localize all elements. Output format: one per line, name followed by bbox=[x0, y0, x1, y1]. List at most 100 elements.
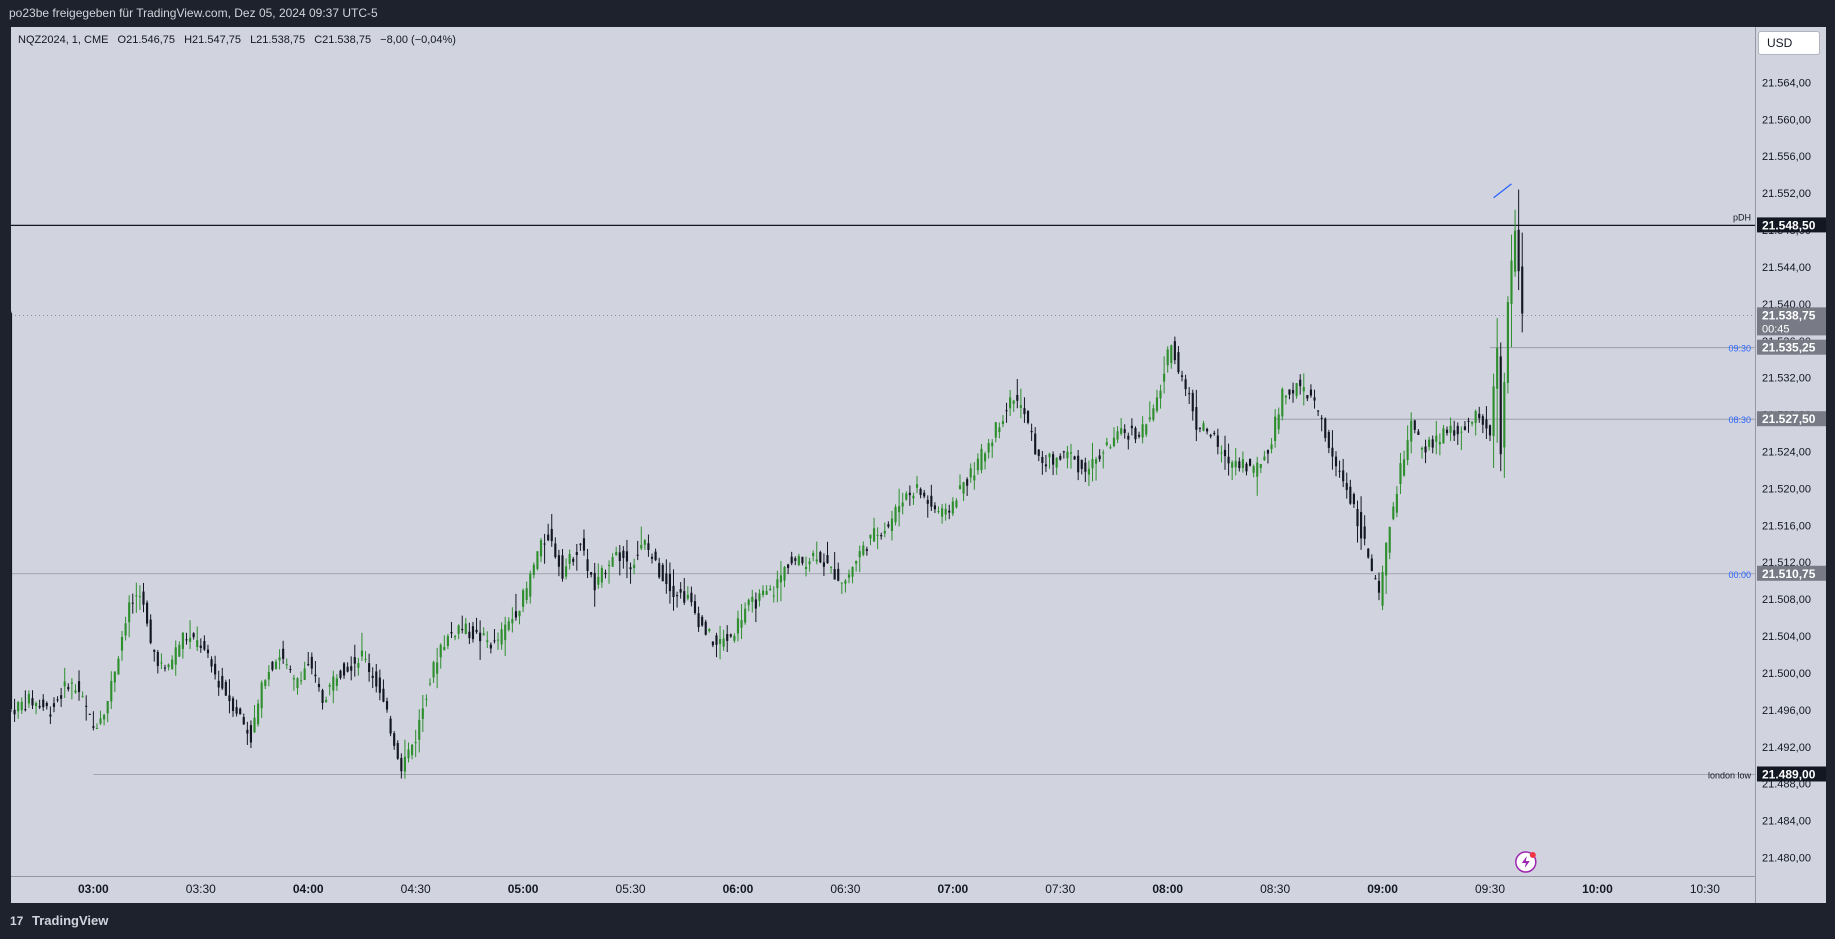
candle-body bbox=[1413, 420, 1416, 430]
candle-body bbox=[1374, 578, 1377, 580]
candle-body bbox=[103, 714, 106, 720]
price-tick-label: 21.556,00 bbox=[1762, 151, 1811, 163]
candle-body bbox=[1442, 428, 1445, 444]
candle-body bbox=[582, 538, 586, 551]
candle-body bbox=[894, 506, 897, 523]
candle-body bbox=[203, 641, 206, 650]
candle-body bbox=[385, 701, 389, 710]
candle-body bbox=[729, 634, 732, 637]
candle-body bbox=[1420, 447, 1424, 450]
time-tick-label: 07:30 bbox=[1045, 882, 1075, 896]
right-gutter bbox=[1826, 27, 1835, 903]
candle-body bbox=[1338, 470, 1341, 472]
candle-body bbox=[1513, 230, 1517, 272]
candle-body bbox=[120, 636, 124, 651]
candle-body bbox=[872, 528, 876, 542]
candle-body bbox=[557, 555, 560, 567]
candle-body bbox=[790, 556, 793, 564]
candle-body bbox=[1410, 420, 1413, 442]
candle-body bbox=[1334, 456, 1338, 467]
candle-body bbox=[20, 701, 23, 711]
candle-body bbox=[171, 659, 174, 670]
candle-body bbox=[267, 671, 270, 680]
candle-body bbox=[1449, 425, 1452, 433]
candle-body bbox=[1080, 459, 1083, 469]
candle-body bbox=[765, 590, 768, 595]
candle-body bbox=[1478, 413, 1481, 419]
candle-body bbox=[453, 636, 457, 638]
candle-body bbox=[1037, 449, 1040, 456]
notification-dot bbox=[1529, 852, 1536, 858]
candle-body bbox=[142, 591, 145, 605]
candle-body bbox=[668, 573, 671, 592]
candle-body bbox=[1041, 456, 1044, 464]
candle-body bbox=[1223, 449, 1227, 457]
candle-body bbox=[740, 620, 743, 628]
candle-body bbox=[590, 572, 593, 575]
price-tick-label: 21.560,00 bbox=[1762, 114, 1811, 126]
candle-body bbox=[837, 568, 840, 581]
price-tick-label: 21.516,00 bbox=[1762, 520, 1811, 532]
candle-body bbox=[167, 664, 170, 668]
candle-body bbox=[1327, 432, 1330, 448]
price-label-bg-0000-open bbox=[1757, 565, 1826, 581]
candle-body bbox=[1034, 433, 1037, 455]
candle-body bbox=[1463, 426, 1467, 430]
candle-body bbox=[257, 703, 260, 725]
candle-body bbox=[1370, 558, 1373, 571]
candle-body bbox=[271, 661, 274, 670]
candle-body bbox=[991, 442, 994, 447]
time-tick-label: 10:30 bbox=[1690, 882, 1720, 896]
candle-body bbox=[407, 749, 410, 759]
candle-body bbox=[654, 551, 657, 561]
candle-body bbox=[99, 718, 102, 724]
candle-body bbox=[246, 729, 249, 734]
candle-body bbox=[751, 596, 754, 603]
candle-body bbox=[1488, 425, 1492, 436]
candle-body bbox=[52, 703, 56, 707]
candle-body bbox=[736, 618, 740, 634]
candle-body bbox=[915, 484, 919, 488]
price-tick-label: 21.488,00 bbox=[1762, 779, 1811, 791]
candle-body bbox=[1016, 395, 1019, 401]
price-tick-label: 21.524,00 bbox=[1762, 447, 1811, 459]
candle-body bbox=[647, 543, 650, 550]
candle-body bbox=[615, 551, 618, 556]
currency-button[interactable]: USD bbox=[1758, 31, 1820, 55]
chart-plot-area[interactable] bbox=[11, 27, 1755, 903]
candle-body bbox=[192, 633, 195, 638]
candle-body bbox=[285, 664, 288, 666]
candle-body bbox=[1166, 349, 1169, 366]
candle-body bbox=[1481, 416, 1484, 425]
candle-body bbox=[1392, 506, 1395, 520]
candle-body bbox=[414, 742, 417, 744]
candle-body bbox=[761, 590, 765, 596]
candle-body bbox=[468, 631, 471, 639]
candle-body bbox=[85, 705, 88, 707]
candle-body bbox=[1005, 410, 1008, 412]
candle-body bbox=[1123, 429, 1126, 433]
candle-body bbox=[1506, 301, 1509, 383]
candle-body bbox=[697, 613, 700, 628]
candle-body bbox=[819, 551, 822, 563]
candle-body bbox=[987, 443, 990, 453]
candle-body bbox=[307, 664, 310, 666]
candle-body bbox=[507, 621, 510, 630]
candle-body bbox=[511, 618, 514, 624]
footer-brand[interactable]: TradingView bbox=[32, 913, 109, 928]
time-axis[interactable] bbox=[11, 876, 1755, 903]
candle-body bbox=[360, 650, 364, 657]
candle-body bbox=[532, 564, 535, 576]
candle-body bbox=[486, 640, 489, 643]
price-label-bg-0930-open bbox=[1757, 339, 1826, 355]
candle-body bbox=[1424, 446, 1427, 453]
candle-body bbox=[1503, 382, 1506, 448]
candle-body bbox=[163, 667, 167, 669]
candle-body bbox=[1302, 387, 1305, 392]
candle-body bbox=[543, 543, 546, 545]
price-axis[interactable] bbox=[1755, 27, 1826, 903]
trendline bbox=[1493, 183, 1512, 199]
legend-low: L21.538,75 bbox=[250, 34, 306, 46]
candle-body bbox=[1059, 455, 1062, 460]
candle-body bbox=[34, 703, 38, 707]
